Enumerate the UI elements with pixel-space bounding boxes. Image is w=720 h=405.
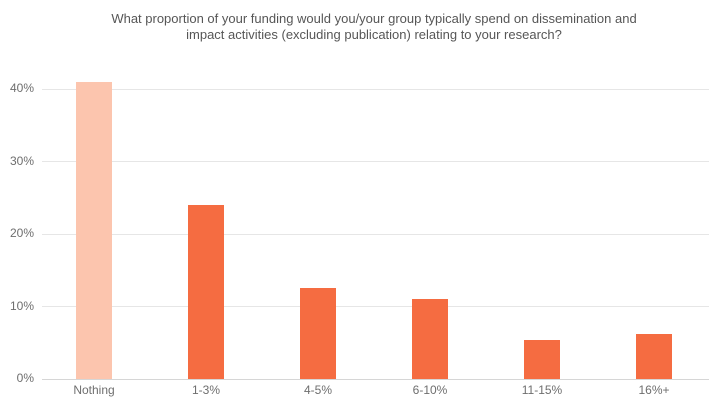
x-tick-label-11-15pct: 11-15% [521,383,563,397]
chart-title: What proportion of your funding would yo… [38,11,710,43]
x-tick-label-1-3pct: 1-3% [191,383,220,397]
x-tick-label-nothing: Nothing [73,383,115,397]
bar-1-3pct[interactable] [188,205,224,379]
y-tick-label-40%: 40% [9,81,34,95]
y-tick-label-10%: 10% [9,298,34,313]
x-tick-label-6-10pct: 6-10% [412,383,448,397]
gridline-40% [42,88,709,90]
y-tick-label-0%: 0% [16,371,34,385]
gridline-10% [42,306,709,307]
bar-6-10pct[interactable] [412,299,448,379]
chart-title-line-1: What proportion of your funding would yo… [111,11,637,26]
bar-4-5pct[interactable] [300,288,336,379]
gridline-30% [42,161,709,162]
y-tick-label-30%: 30% [9,153,34,168]
bar-16pct[interactable] [636,334,672,379]
chart-title-line-2: impact activities (excluding publication… [186,27,562,42]
x-tick-label-4-5pct: 4-5% [303,383,332,397]
x-tick-label-16pct: 16%+ [638,383,670,397]
gridline-20% [42,233,709,235]
bar-11-15pct[interactable] [524,339,560,379]
y-tick-label-20%: 20% [9,226,34,240]
x-axis-baseline [42,378,709,380]
bar-nothing[interactable] [76,81,112,379]
